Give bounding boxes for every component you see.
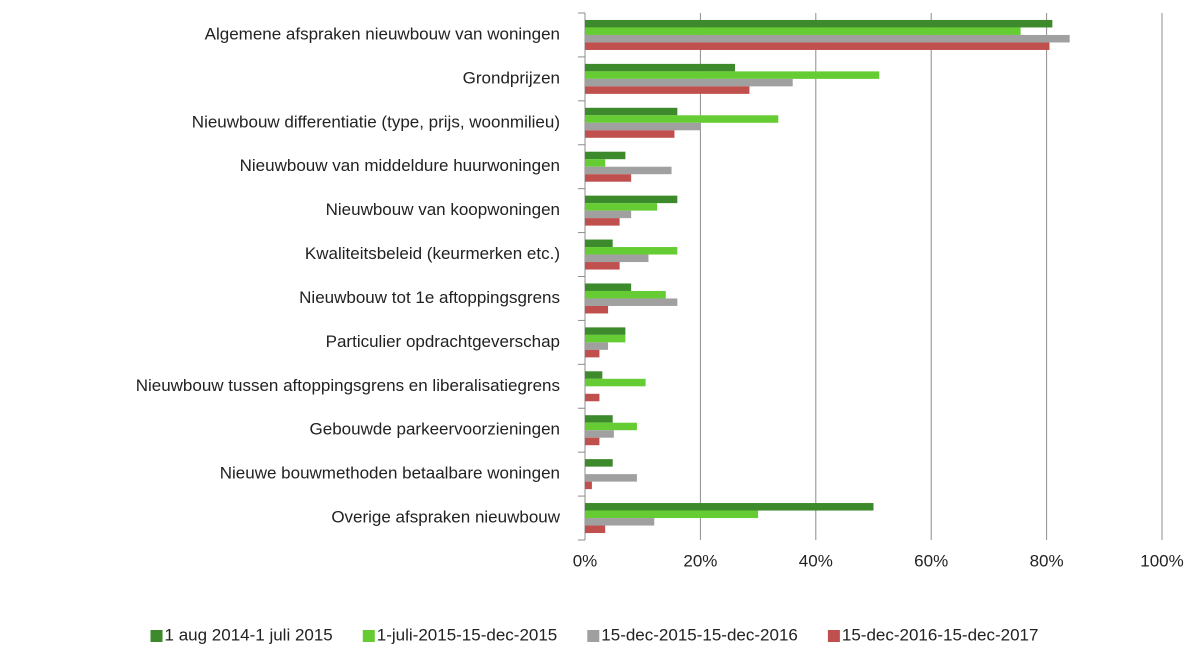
legend-swatch xyxy=(362,630,375,642)
bar xyxy=(585,342,609,350)
y-tick-label: Overige afspraken nieuwbouw xyxy=(331,508,560,527)
bar xyxy=(585,437,600,446)
legend-swatch xyxy=(827,630,840,642)
legend-label: 15-dec-2016-15-dec-2017 xyxy=(842,625,1039,644)
bar xyxy=(585,459,613,467)
bar xyxy=(585,159,606,167)
bar xyxy=(585,218,620,226)
bar xyxy=(585,130,675,138)
y-tick-label: Gebouwde parkeervoorzieningen xyxy=(310,420,560,439)
bar xyxy=(585,78,793,87)
bar xyxy=(585,34,1070,43)
legend-label: 15-dec-2015-15-dec-2016 xyxy=(601,625,798,644)
y-tick-label: Nieuwbouw tot 1e aftoppingsgrens xyxy=(299,288,560,307)
bar xyxy=(585,115,779,123)
legend-label: 1 aug 2014-1 juli 2015 xyxy=(165,625,333,644)
bar xyxy=(585,378,646,387)
y-tick-label: Kwaliteitsbeleid (keurmerken etc.) xyxy=(305,244,560,263)
bar xyxy=(585,63,736,72)
x-tick-label: 40% xyxy=(799,551,833,570)
y-tick-label: Nieuwbouw tussen aftoppingsgrens en libe… xyxy=(136,376,560,395)
x-tick-label: 80% xyxy=(1030,551,1064,570)
y-tick-label: Particulier opdrachtgeverschap xyxy=(326,332,560,351)
bar xyxy=(585,203,658,211)
bar xyxy=(585,86,750,94)
y-tick-label: Nieuwe bouwmethoden betaalbare woningen xyxy=(220,464,560,483)
bar xyxy=(585,349,600,358)
bar xyxy=(585,518,655,526)
x-tick-label: 20% xyxy=(683,551,717,570)
bar xyxy=(585,393,600,402)
bar xyxy=(585,430,614,438)
bar xyxy=(585,42,1050,50)
x-tick-label: 60% xyxy=(914,551,948,570)
bar xyxy=(585,327,626,335)
y-tick-label: Nieuwbouw van koopwoningen xyxy=(326,200,560,219)
y-tick-label: Grondprijzen xyxy=(463,68,560,87)
bar xyxy=(585,195,678,204)
bar xyxy=(585,415,613,423)
bar xyxy=(585,107,678,116)
bar xyxy=(585,298,678,306)
bar xyxy=(585,27,1021,35)
bar xyxy=(585,174,632,182)
x-tick-label: 0% xyxy=(573,551,598,570)
bar xyxy=(585,371,603,379)
bar xyxy=(585,122,701,131)
bar xyxy=(585,210,632,219)
bar xyxy=(585,254,649,263)
bar xyxy=(585,239,613,248)
bar xyxy=(585,262,620,270)
y-tick-label: Algemene afspraken nieuwbouw van woninge… xyxy=(205,24,560,43)
bar xyxy=(585,151,626,160)
bar xyxy=(585,247,678,255)
bar xyxy=(585,305,609,314)
bar xyxy=(585,422,637,431)
legend: 1 aug 2014-1 juli 2015 1-juli-2015-15-dec… xyxy=(150,625,1039,644)
bar xyxy=(585,71,880,79)
y-tick-label: Nieuwbouw van middeldure huurwoningen xyxy=(240,156,560,175)
legend-swatch xyxy=(150,630,163,642)
bar xyxy=(585,334,626,343)
bar xyxy=(585,481,592,490)
bar xyxy=(585,290,666,299)
bar xyxy=(585,166,672,175)
legend-swatch xyxy=(587,630,600,642)
x-tick-label: 100% xyxy=(1140,551,1183,570)
bar xyxy=(585,525,606,534)
bar xyxy=(585,283,632,291)
bar xyxy=(585,510,759,519)
legend-label: 1-juli-2015-15-dec-2015 xyxy=(377,625,558,644)
y-tick-label: Nieuwbouw differentiatie (type, prijs, w… xyxy=(192,112,560,131)
bar xyxy=(585,474,637,482)
bar xyxy=(585,503,874,511)
bar xyxy=(585,19,1053,28)
